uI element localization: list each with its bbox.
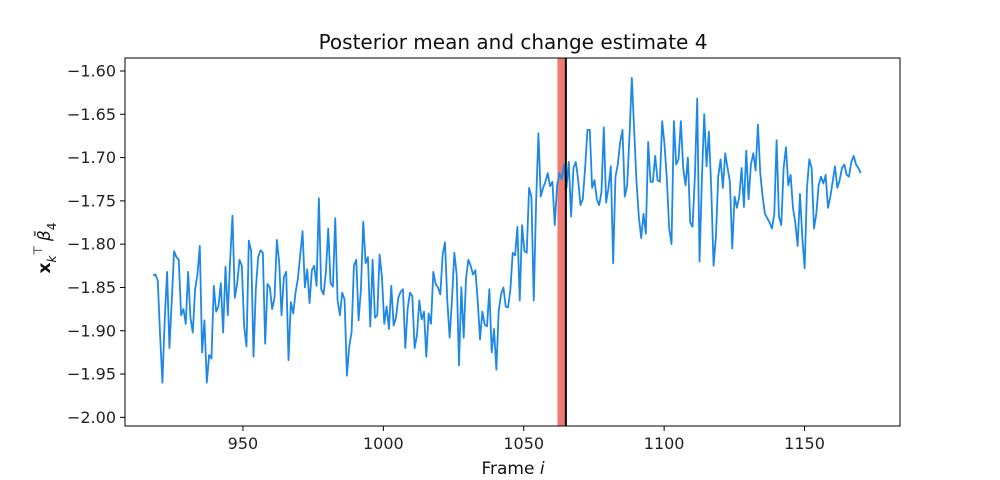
series-layer xyxy=(152,77,862,384)
y-tick-label: −2.00 xyxy=(67,408,116,427)
x-tick-label: 1150 xyxy=(784,434,825,453)
x-tick-label: 1100 xyxy=(644,434,685,453)
y-tick-label: −1.80 xyxy=(67,235,116,254)
x-axis-label-text: Frame xyxy=(481,459,539,479)
x-tick-label: 950 xyxy=(228,434,259,453)
y-axis-label-k: k xyxy=(45,254,59,262)
x-axis-ticks: 950 1000 1050 1100 1150 xyxy=(228,426,825,453)
y-tick-label: −1.90 xyxy=(67,321,116,340)
plot-background xyxy=(125,58,900,426)
x-tick-label: 1000 xyxy=(363,434,404,453)
svg-text:xk⊤β̄4: xk⊤ β̄4 xyxy=(31,223,59,274)
y-axis-label-4: 4 xyxy=(45,223,59,231)
plot-border xyxy=(124,57,901,427)
y-tick-label: −1.85 xyxy=(67,278,116,297)
x-tick-label: 1050 xyxy=(503,434,544,453)
y-axis-label-x: x xyxy=(35,262,55,273)
series-line-0 xyxy=(152,77,862,384)
y-axis-ticks: −2.00 −1.95 −1.90 −1.85 −1.80 −1.75 −1.70 −1.65… xyxy=(67,61,125,427)
chart-title: Posterior mean and change estimate 4 xyxy=(319,30,708,54)
change-interval-band xyxy=(557,58,566,426)
y-tick-label: −1.75 xyxy=(67,191,116,210)
y-tick-label: −1.95 xyxy=(67,365,116,384)
change-interval-layer xyxy=(557,58,566,426)
y-axis-label-beta: β̄ xyxy=(33,230,55,242)
y-tick-label: −1.60 xyxy=(67,61,116,80)
y-axis-label: xk⊤ β̄4 xyxy=(31,223,59,274)
plot-frame xyxy=(124,57,901,427)
y-tick-label: −1.70 xyxy=(67,148,116,167)
x-axis-label: Frame i xyxy=(481,459,544,479)
plot-area xyxy=(125,58,900,426)
x-axis-label-italic: i xyxy=(540,459,545,479)
y-tick-label: −1.65 xyxy=(67,105,116,124)
y-axis-label-t: ⊤ xyxy=(31,245,45,255)
